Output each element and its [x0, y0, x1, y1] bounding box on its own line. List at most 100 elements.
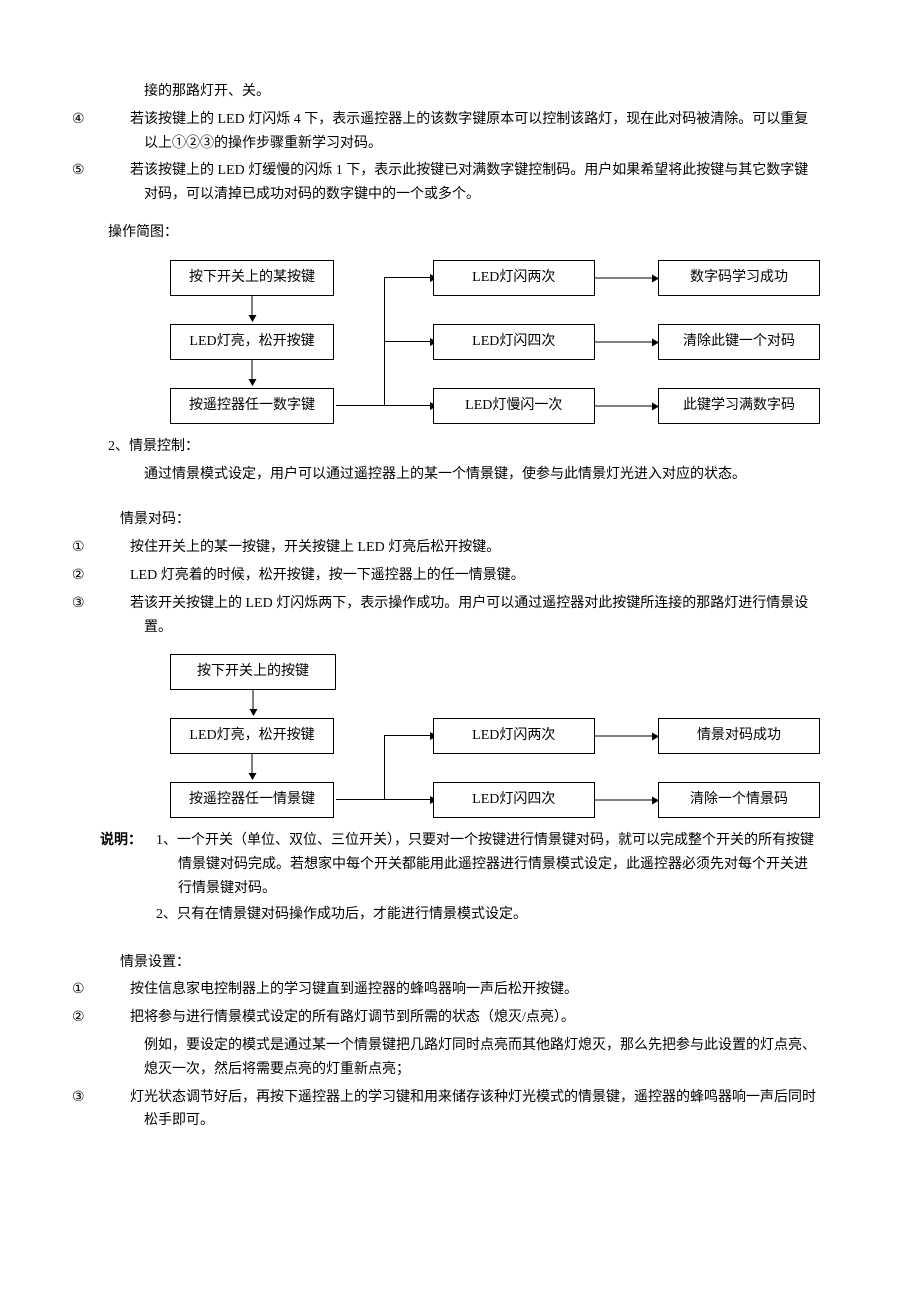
- fc2-box-b2: LED灯闪四次: [433, 782, 595, 818]
- fc1-box-c3: 此键学习满数字码: [658, 388, 820, 424]
- para-item-4-text: 若该按键上的 LED 灯闪烁 4 下，表示遥控器上的该数字键原本可以控制该路灯，…: [130, 112, 808, 151]
- shuoming-label: 说明：: [100, 833, 142, 848]
- fc1-box-a3: 按遥控器任一数字键: [170, 388, 334, 424]
- scenepair-item-2: ②LED 灯亮着的时候，松开按键，按一下遥控器上的任一情景键。: [100, 564, 820, 588]
- fc2-gap-2b: [595, 718, 658, 754]
- scenepair-item-3: ③若该开关按键上的 LED 灯闪烁两下，表示操作成功。用户可以通过遥控器对此按键…: [100, 592, 820, 640]
- fc1-text-b3: LED灯慢闪一次: [465, 394, 562, 418]
- fc1-text-c2: 清除此键一个对码: [683, 330, 795, 354]
- fc2-arrow-b1-c1: [595, 736, 658, 737]
- fc1-box-c1: 数字码学习成功: [658, 260, 820, 296]
- sceneset-item-1: ①按住信息家电控制器上的学习键直到遥控器的蜂鸣器响一声后松开按键。: [100, 978, 820, 1002]
- fc1-box-a2: LED灯亮，松开按键: [170, 324, 334, 360]
- label-scene-pair: 情景对码：: [100, 508, 820, 532]
- para-item-5: ⑤若该按键上的 LED 灯缓慢的闪烁 1 下，表示此按键已对满数字键控制码。用户…: [100, 159, 820, 207]
- para-prev-continued: 接的那路灯开、关。: [100, 80, 820, 104]
- fc2-box-c2: 清除一个情景码: [658, 782, 820, 818]
- label-scene-set: 情景设置：: [100, 951, 820, 975]
- fc1-hline-a3-out: [336, 405, 384, 406]
- fc2-text-a2: LED灯亮，松开按键: [189, 724, 314, 748]
- sp-marker-3: ③: [108, 592, 130, 616]
- fc1-box-b2: LED灯闪四次: [433, 324, 595, 360]
- fc2-box-b1: LED灯闪两次: [433, 718, 595, 754]
- fc1-text-b1: LED灯闪两次: [472, 266, 555, 290]
- fc2-gap-3b: [595, 782, 658, 818]
- document: 接的那路灯开、关。 ④若该按键上的 LED 灯闪烁 4 下，表示遥控器上的该数字…: [100, 80, 820, 1133]
- para-item-5-text: 若该按键上的 LED 灯缓慢的闪烁 1 下，表示此按键已对满数字键控制码。用户如…: [130, 163, 808, 202]
- fc2-vtrunk: [384, 735, 385, 799]
- fc2-row-2: LED灯亮，松开按键 LED灯闪两次 情景对码成功: [170, 717, 820, 755]
- ss-text-2a: 把将参与进行情景模式设定的所有路灯调节到所需的状态（熄灭/点亮）。: [130, 1010, 575, 1025]
- list-marker-4: ④: [108, 108, 130, 132]
- fc1-row-2: LED灯亮，松开按键 LED灯闪四次 清除此键一个对码: [170, 323, 820, 361]
- sp-text-2: LED 灯亮着的时候，松开按键，按一下遥控器上的任一情景键。: [130, 568, 525, 583]
- fc1-text-a1: 按下开关上的某按键: [189, 266, 315, 290]
- fc2-text-b2: LED灯闪四次: [472, 788, 555, 812]
- fc2-text-c1: 情景对码成功: [697, 724, 781, 748]
- fc1-text-a3: 按遥控器任一数字键: [189, 394, 315, 418]
- shuoming-item-1: 1、一个开关（单位、双位、三位开关），只要对一个按键进行情景键对码，就可以完成整…: [156, 829, 820, 900]
- fc1-gap-1b: [595, 260, 658, 296]
- fc1-text-c1: 数字码学习成功: [690, 266, 788, 290]
- sm-text-2: 只有在情景键对码操作成功后，才能进行情景模式设定。: [177, 907, 527, 922]
- sp-text-1: 按住开关上的某一按键，开关按键上 LED 灯亮后松开按键。: [130, 540, 500, 555]
- sp-marker-1: ①: [108, 536, 130, 560]
- ss-text-1: 按住信息家电控制器上的学习键直到遥控器的蜂鸣器响一声后松开按键。: [130, 982, 578, 997]
- fc1-row-1: 按下开关上的某按键 LED灯闪两次 数字码学习成功: [170, 259, 820, 297]
- fc1-box-b1: LED灯闪两次: [433, 260, 595, 296]
- fc1-text-a2: LED灯亮，松开按键: [189, 330, 314, 354]
- label-op-diagram: 操作简图：: [100, 221, 820, 245]
- fc2-branch-b1: [384, 735, 436, 736]
- sm-marker-1: 1、: [156, 833, 177, 848]
- fc1-arrow-b1-c1: [595, 277, 658, 278]
- sm-marker-2: 2、: [156, 907, 177, 922]
- ss-marker-3: ③: [108, 1086, 130, 1110]
- fc1-arrow-b2-c2: [595, 341, 658, 342]
- section-2-title: 情景控制：: [129, 439, 199, 454]
- sm-text-1: 一个开关（单位、双位、三位开关），只要对一个按键进行情景键对码，就可以完成整个开…: [177, 833, 814, 896]
- fc2-branch-b2: [384, 799, 436, 800]
- section-2-num: 2、: [108, 439, 129, 454]
- fc1-branch-b1: [384, 277, 436, 278]
- shuoming-block: 说明： 1、一个开关（单位、双位、三位开关），只要对一个按键进行情景键对码，就可…: [100, 829, 820, 928]
- shuoming-body: 1、一个开关（单位、双位、三位开关），只要对一个按键进行情景键对码，就可以完成整…: [156, 829, 820, 928]
- fc2-row-1: 按下开关上的按键: [170, 653, 820, 691]
- fc1-box-c2: 清除此键一个对码: [658, 324, 820, 360]
- fc2-box-a3: 按遥控器任一情景键: [170, 782, 334, 818]
- section-2-header: 2、情景控制：: [100, 435, 820, 459]
- fc1-branch-b3: [384, 405, 436, 406]
- flowchart-2: 按下开关上的按键 LED灯亮，松开按键 LED灯闪两次 情景对码成功 按遥控器任…: [170, 653, 820, 815]
- fc2-box-a1: 按下开关上的按键: [170, 654, 336, 690]
- sceneset-item-2: ②把将参与进行情景模式设定的所有路灯调节到所需的状态（熄灭/点亮）。: [100, 1006, 820, 1030]
- para-item-4: ④若该按键上的 LED 灯闪烁 4 下，表示遥控器上的该数字键原本可以控制该路灯…: [100, 108, 820, 156]
- fc1-branch-b2: [384, 341, 436, 342]
- ss-marker-2: ②: [108, 1006, 130, 1030]
- fc1-gap-3b: [595, 388, 658, 424]
- sp-marker-2: ②: [108, 564, 130, 588]
- sp-text-3: 若该开关按键上的 LED 灯闪烁两下，表示操作成功。用户可以通过遥控器对此按键所…: [130, 596, 808, 635]
- fc2-box-c1: 情景对码成功: [658, 718, 820, 754]
- section-2-desc: 通过情景模式设定，用户可以通过遥控器上的某一个情景键，使参与此情景灯光进入对应的…: [100, 463, 820, 487]
- fc2-text-c2: 清除一个情景码: [690, 788, 788, 812]
- list-marker-5: ⑤: [108, 159, 130, 183]
- fc2-text-b1: LED灯闪两次: [472, 724, 555, 748]
- fc1-box-b3: LED灯慢闪一次: [433, 388, 595, 424]
- fc1-arrow-a2-a3: [252, 359, 253, 385]
- ss-marker-1: ①: [108, 978, 130, 1002]
- fc2-box-a2: LED灯亮，松开按键: [170, 718, 334, 754]
- fc2-text-a1: 按下开关上的按键: [197, 660, 309, 684]
- fc1-box-a1: 按下开关上的某按键: [170, 260, 334, 296]
- fc2-arrow-b2-c2: [595, 800, 658, 801]
- fc2-text-a3: 按遥控器任一情景键: [189, 788, 315, 812]
- fc1-gap-2b: [595, 324, 658, 360]
- fc2-row-3: 按遥控器任一情景键 LED灯闪四次 清除一个情景码: [170, 781, 820, 819]
- sceneset-item-3: ③灯光状态调节好后，再按下遥控器上的学习键和用来储存该种灯光模式的情景键，遥控器…: [100, 1086, 820, 1134]
- fc1-text-c3: 此键学习满数字码: [683, 394, 795, 418]
- ss-text-3: 灯光状态调节好后，再按下遥控器上的学习键和用来储存该种灯光模式的情景键，遥控器的…: [130, 1090, 816, 1129]
- sceneset-item-2b: 例如，要设定的模式是通过某一个情景键把几路灯同时点亮而其他路灯熄灭，那么先把参与…: [100, 1034, 820, 1082]
- flowchart-1: 按下开关上的某按键 LED灯闪两次 数字码学习成功 LED灯亮，松开按键 LED…: [170, 259, 820, 421]
- shuoming-item-2: 2、只有在情景键对码操作成功后，才能进行情景模式设定。: [156, 903, 820, 927]
- fc2-arrow-a1-a2: [253, 689, 254, 715]
- fc2-hline-a3-out: [336, 799, 384, 800]
- fc1-text-b2: LED灯闪四次: [472, 330, 555, 354]
